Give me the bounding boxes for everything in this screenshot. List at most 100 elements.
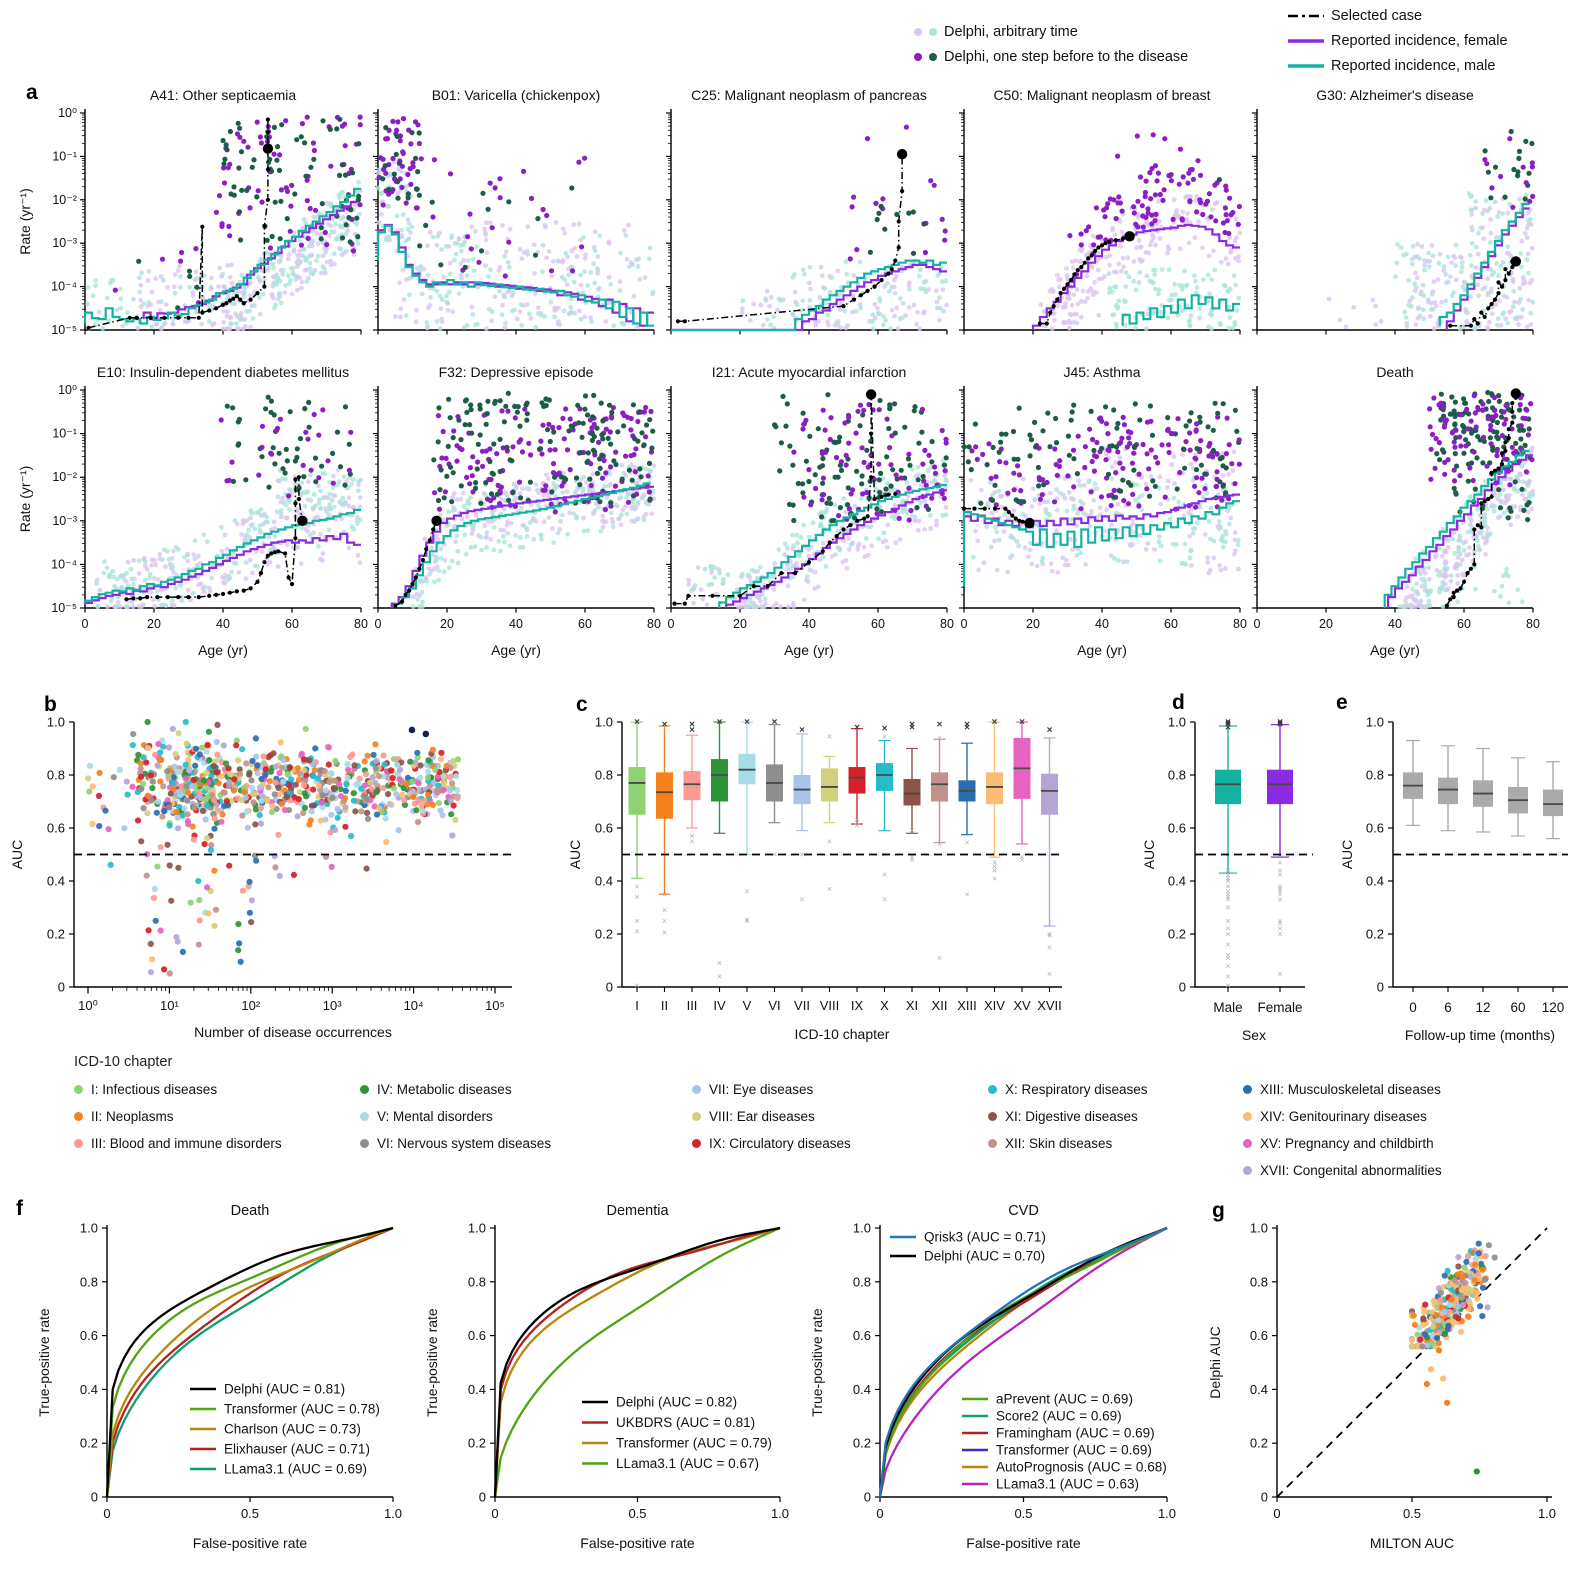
svg-text:60: 60 (285, 617, 299, 631)
legend-item-selected-case: Selected case (1288, 8, 1508, 24)
roc-legend-label: Transformer (AUC = 0.79) (616, 1436, 772, 1451)
male-incidence-curve (962, 500, 1240, 587)
icd-legend-item-iii: III: Blood and immune disorders (74, 1136, 282, 1151)
svg-text:G30: Alzheimer's disease: G30: Alzheimer's disease (1316, 87, 1474, 103)
panel-label-d: d (1172, 691, 1185, 714)
chapter-label: XII: Skin diseases (1005, 1136, 1113, 1151)
chapter-color-dot (692, 1085, 701, 1094)
svg-text:F32: Depressive episode: F32: Depressive episode (439, 364, 594, 380)
subplot-i21: I21: Acute myocardial infarction 0 20 40 60 8… (666, 364, 954, 658)
svg-text:Age (yr): Age (yr) (784, 642, 834, 658)
legend-item-incidence-male: Reported incidence, male (1288, 58, 1508, 74)
roc-legend-label: Qrisk3 (AUC = 0.71) (924, 1230, 1046, 1245)
subplot-g30: G30: Alzheimer's disease (1252, 87, 1536, 335)
icd-legend-item-x: X: Respiratory diseases (988, 1082, 1148, 1097)
svg-text:40: 40 (509, 617, 523, 631)
svg-text:10⁻²: 10⁻² (52, 193, 77, 207)
female-incidence-curve (1445, 207, 1530, 330)
subplot-a41: A41: Other septicaemia 10⁰ 10⁻¹ 10⁻² 10⁻³ 10⁻… (51, 87, 363, 337)
legend-label: Reported incidence, male (1331, 58, 1496, 74)
svg-text:80: 80 (940, 617, 954, 631)
roc-legend-label: aPrevent (AUC = 0.69) (996, 1392, 1133, 1407)
chapter-color-dot (988, 1085, 997, 1094)
svg-text:Age (yr): Age (yr) (1077, 642, 1127, 658)
svg-text:0: 0 (961, 617, 968, 631)
roc-curve-qrisk3 (878, 1226, 1168, 1498)
svg-text:80: 80 (354, 617, 368, 631)
chapter-color-dot (1243, 1085, 1252, 1094)
roc-curve-llama3.1 (878, 1226, 1168, 1498)
selected-case-big-dot (865, 389, 877, 400)
male-incidence-curve (1121, 294, 1240, 326)
chapter-label: V: Mental disorders (377, 1109, 493, 1124)
chapter-color-dot (360, 1112, 369, 1121)
selected-case-trajectory (88, 119, 269, 329)
svg-text:10⁻¹: 10⁻¹ (52, 149, 77, 163)
icd-legend-item-xi: XI: Digestive diseases (988, 1109, 1138, 1124)
roc-curve-delphi (105, 1226, 394, 1498)
svg-text:10⁻⁵: 10⁻⁵ (51, 601, 77, 615)
icd-legend-item-ix: IX: Circulatory diseases (692, 1136, 851, 1151)
selected-case-big-dot (1024, 517, 1035, 529)
svg-text:20: 20 (1319, 617, 1333, 631)
chapter-label: XI: Digestive diseases (1005, 1109, 1138, 1124)
svg-text:Rate (yr⁻¹): Rate (yr⁻¹) (17, 188, 33, 255)
legend-item-one-step-before: Delphi, one step before to the disease (914, 49, 1188, 65)
svg-text:10⁻¹: 10⁻¹ (52, 427, 77, 441)
male-incidence-curve (671, 259, 947, 332)
male-incidence-curve (1383, 449, 1530, 608)
svg-text:20: 20 (440, 617, 454, 631)
chapter-label: IX: Circulatory diseases (709, 1136, 851, 1151)
subplot-f32: F32: Depressive episode 0 20 40 60 80 Age (yr) (373, 364, 661, 658)
selected-case-trajectory (126, 475, 304, 601)
icd-legend-item-vii: VII: Eye diseases (692, 1082, 813, 1097)
svg-text:I21: Acute myocardial infarcti: I21: Acute myocardial infarction (712, 364, 907, 380)
icd-legend-item-xvii: XVII: Congenital abnormalities (1243, 1163, 1442, 1178)
chapter-color-dot (360, 1139, 369, 1148)
svg-text:10⁰: 10⁰ (58, 106, 77, 120)
svg-text:20: 20 (1026, 617, 1040, 631)
legend-item-incidence-female: Reported incidence, female (1288, 33, 1508, 49)
chapter-label: X: Respiratory diseases (1005, 1082, 1148, 1097)
selected-case-big-dot (297, 515, 308, 526)
female-incidence-curve (1387, 454, 1533, 608)
svg-text:0: 0 (375, 617, 382, 631)
svg-text:B01: Varicella (chickenpox): B01: Varicella (chickenpox) (432, 87, 601, 103)
roc-legend-label: Charlson (AUC = 0.73) (224, 1422, 361, 1437)
selected-case-line-icon (1288, 8, 1324, 24)
legend-label: Selected case (1331, 8, 1423, 24)
male-incidence-curve (83, 187, 361, 325)
chapter-color-dot (74, 1112, 83, 1121)
male-incidence-curve (83, 508, 361, 604)
icd-legend-item-ii: II: Neoplasms (74, 1109, 174, 1124)
svg-text:C25: Malignant neoplasm of pan: C25: Malignant neoplasm of pancreas (691, 87, 927, 103)
svg-text:0: 0 (1254, 617, 1261, 631)
male-incidence-curve (376, 224, 654, 327)
selected-case-trajectory (677, 154, 903, 323)
chapter-color-dot (988, 1139, 997, 1148)
male-light-dot-icon (929, 28, 937, 36)
chapter-color-dot (1243, 1139, 1252, 1148)
chapter-label: I: Infectious diseases (91, 1082, 218, 1097)
legend-label: Delphi, one step before to the disease (944, 49, 1189, 65)
chapter-label: XIII: Musculoskeletal diseases (1260, 1082, 1441, 1097)
svg-text:0: 0 (668, 617, 675, 631)
roc-legend-label: AutoPrognosis (AUC = 0.68) (996, 1460, 1167, 1475)
roc-curve-aprevent (878, 1226, 1168, 1498)
legend-label: Delphi, arbitrary time (944, 24, 1078, 40)
panel-d: 00.20.40.60.81.0 ×××××××××××××××××××××××M… (1141, 715, 1313, 1043)
panel-a: Rate (yr⁻¹) Rate (yr⁻¹) A41: Other septica… (17, 87, 1540, 658)
chapter-color-dot (1243, 1166, 1252, 1175)
chapter-label: XVII: Congenital abnormalities (1260, 1163, 1442, 1178)
svg-text:60: 60 (871, 617, 885, 631)
male-incidence-curve (394, 482, 651, 608)
chapter-color-dot (1243, 1112, 1252, 1121)
subplot-c25: C25: Malignant neoplasm of pancreas (666, 87, 949, 335)
icd-legend-item-xv: XV: Pregnancy and childbirth (1243, 1136, 1434, 1151)
chapter-color-dot (74, 1139, 83, 1148)
